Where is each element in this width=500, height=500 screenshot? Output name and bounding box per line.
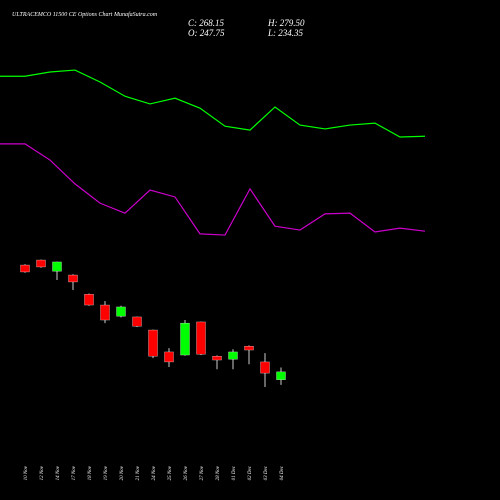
x-tick-label: 18 Nov xyxy=(88,465,93,480)
x-tick-label: 28 Nov xyxy=(216,465,221,480)
candle-body xyxy=(100,304,110,321)
x-tick-label: 19 Nov xyxy=(104,465,109,480)
x-tick-label: 10 Nov xyxy=(24,465,29,480)
candle-body xyxy=(196,321,206,355)
candle-body xyxy=(20,264,30,273)
x-tick-label: 27 Nov xyxy=(200,465,205,480)
x-tick-label: 20 Nov xyxy=(120,465,125,480)
stat-close: C: 268.15 xyxy=(188,18,225,28)
candle-body xyxy=(244,346,254,351)
candle-body xyxy=(212,356,222,361)
x-tick-label: 25 Nov xyxy=(168,465,173,480)
x-tick-label: 24 Nov xyxy=(152,465,157,480)
candle-body xyxy=(260,361,270,374)
candle-body xyxy=(164,351,174,363)
x-tick-label: 14 Nov xyxy=(56,465,61,480)
x-tick-label: 02 Dec xyxy=(248,465,253,480)
stat-open: O: 247.75 xyxy=(188,28,225,38)
candle-body xyxy=(148,329,158,357)
candle-body xyxy=(180,322,190,356)
candle-body xyxy=(36,259,46,268)
candle-body xyxy=(276,371,286,380)
x-tick-label: 03 Dec xyxy=(264,465,269,480)
chart-title: ULTRACEMCO 11500 CE Options Chart Munafa… xyxy=(12,11,158,18)
x-tick-label: 26 Nov xyxy=(184,465,189,480)
indicator-line xyxy=(0,143,426,236)
x-tick-label: 17 Nov xyxy=(72,465,77,480)
candle-body xyxy=(116,306,126,317)
candle-body xyxy=(52,261,62,272)
x-tick-label: 04 Dec xyxy=(280,465,285,480)
indicator-line xyxy=(0,69,426,138)
x-tick-label: 01 Dec xyxy=(232,465,237,480)
stat-high: H: 279.50 xyxy=(267,18,305,28)
candle-body xyxy=(228,351,238,360)
candle-body xyxy=(84,294,94,306)
x-tick-label: 12 Nov xyxy=(40,465,45,480)
stat-low: L: 234.35 xyxy=(267,28,304,38)
x-tick-label: 21 Nov xyxy=(136,465,141,480)
candle-body xyxy=(68,274,78,283)
candle-body xyxy=(132,316,142,327)
